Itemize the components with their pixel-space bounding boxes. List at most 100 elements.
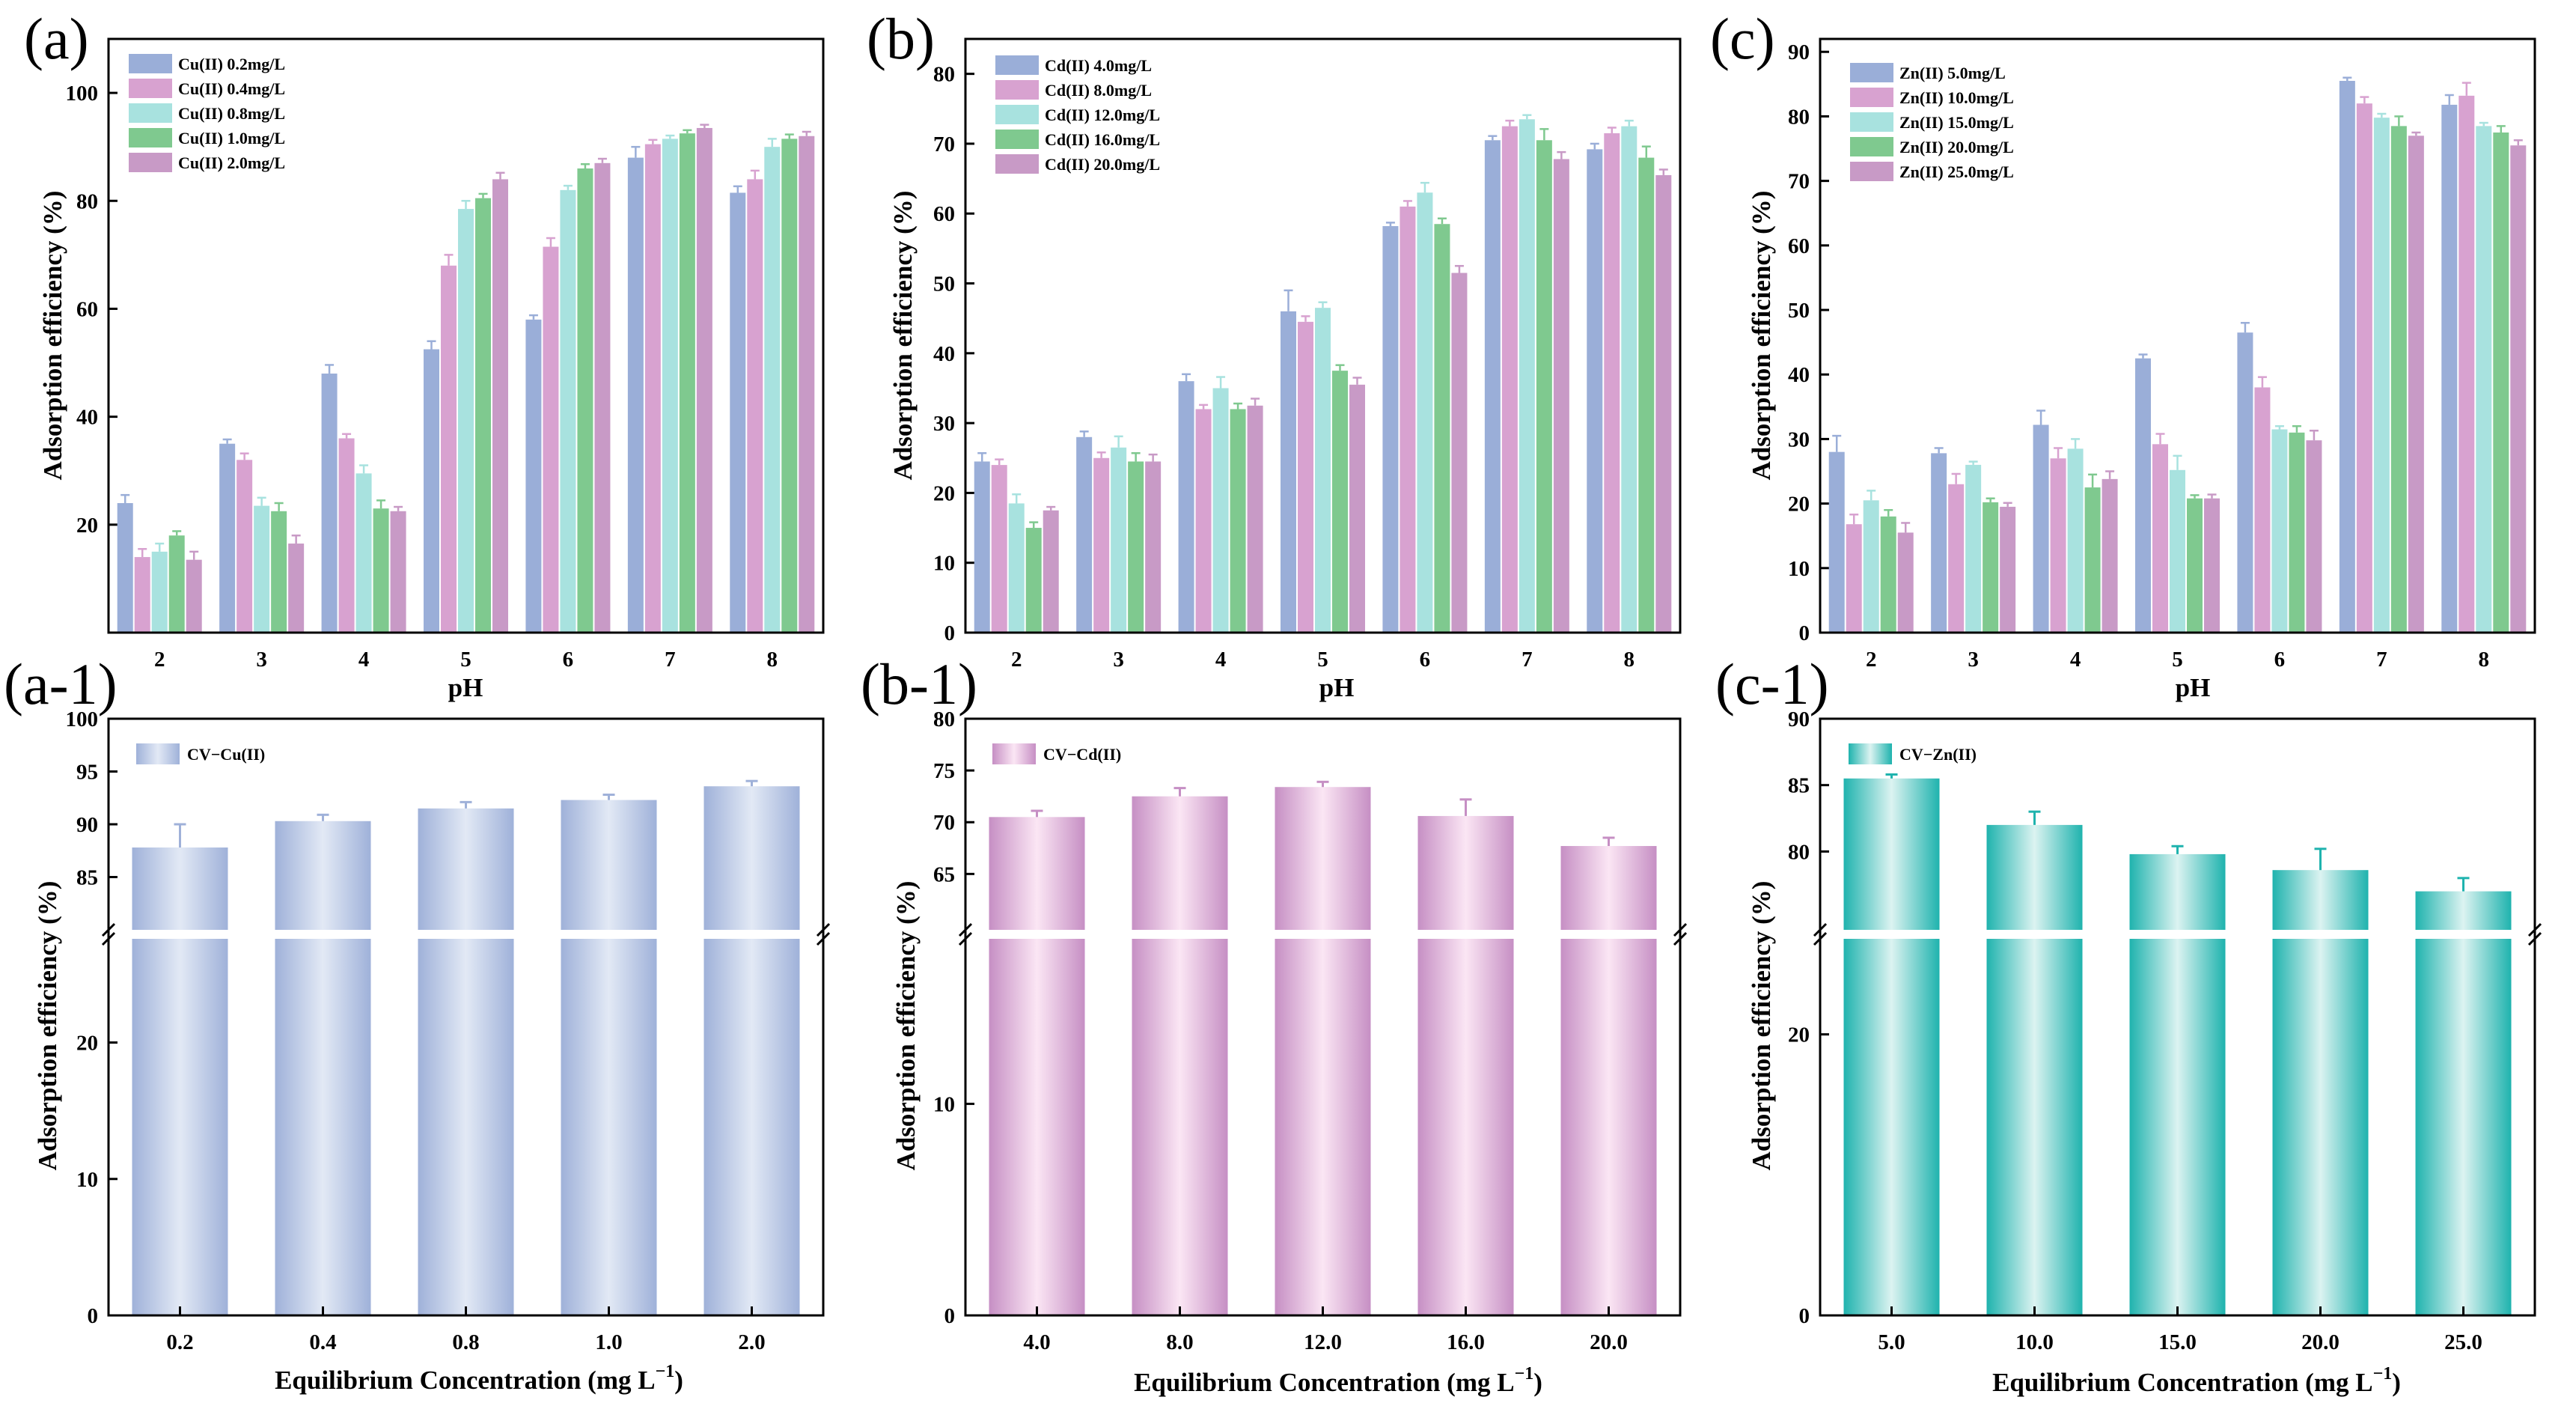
bar [1230, 409, 1246, 633]
legend-label: Cd(II) 12.0mg/L [1045, 106, 1160, 124]
bar [1315, 308, 1331, 633]
x-tick-label: 25.0 [2444, 1330, 2482, 1354]
panel-c-y-axis-title: Adsorption efficiency (%) [1747, 191, 1776, 481]
legend-label: CV−Cd(II) [1043, 745, 1121, 764]
x-axis-title-main: Equilibrium Concentration (mg L [275, 1366, 656, 1395]
bar [1349, 384, 1365, 633]
bar [1132, 796, 1228, 1315]
bar [2135, 358, 2151, 633]
bar [1195, 409, 1212, 633]
panel-c: (c) 0 10 20 30 40 50 60 70 80 90 2 3 4 5 6 7 8 Adsorptio… [1710, 6, 2536, 702]
bar [475, 198, 491, 633]
bar [373, 508, 389, 633]
y-tick-label: 40 [1788, 363, 1810, 387]
x-tick-label: 0.2 [166, 1330, 193, 1354]
legend-swatch [995, 55, 1039, 75]
bar [132, 847, 228, 1315]
x-tick-label: 7 [2376, 648, 2387, 672]
bar [1880, 516, 1896, 633]
bar [662, 139, 678, 633]
y-tick-label: 80 [1788, 105, 1810, 129]
panel-a-1-x-axis-title: Equilibrium Concentration (mg L−1) [275, 1362, 683, 1395]
y-tick-label: 20 [1788, 1023, 1810, 1047]
bar [254, 505, 270, 633]
bar [1111, 447, 1127, 633]
x-tick-label: 8.0 [1166, 1330, 1193, 1354]
bar [1843, 778, 1940, 1315]
panel-label-b-1: (b-1) [861, 651, 977, 716]
bar [1400, 206, 1416, 633]
bar [1434, 224, 1450, 633]
x-tick-label: 3 [1113, 648, 1124, 672]
bar [2306, 440, 2322, 633]
bar [1025, 528, 1042, 633]
bar [2390, 126, 2407, 633]
bar [117, 502, 133, 633]
y-tick-label: 10 [1788, 557, 1810, 581]
bar [2415, 891, 2512, 1315]
bar [1076, 436, 1093, 633]
bar [781, 139, 798, 633]
x-axis-title-end: ) [674, 1366, 683, 1395]
y-tick-label: 90 [1788, 40, 1810, 64]
y-tick-label: 0 [88, 1304, 99, 1328]
bar [1983, 502, 1999, 633]
legend-swatch [129, 128, 172, 147]
legend-swatch [1850, 162, 1893, 181]
legend-label: CV−Cu(II) [187, 745, 265, 764]
bar [134, 557, 150, 633]
bar [764, 147, 781, 633]
bar [1846, 524, 1862, 633]
x-axis-title-sup: −1 [1515, 1364, 1534, 1384]
bar [1560, 846, 1657, 1315]
axis-break-gap [964, 930, 1682, 939]
legend-swatch [1850, 88, 1893, 107]
panel-a: (a) 20 40 60 80 100 2 3 4 5 6 7 8 Adsorption effici… [24, 6, 825, 702]
legend-swatch [1850, 63, 1893, 82]
bar [1008, 503, 1025, 633]
panel-b-x-axis-title: pH [1319, 673, 1355, 702]
bar [644, 144, 661, 633]
panel-b-1-marks: 0 10 65 70 75 80 4.0 8.0 12.0 16.0 20.0 [933, 707, 1688, 1354]
bar [219, 443, 236, 633]
legend-swatch [995, 105, 1039, 124]
legend-label: Cu(II) 0.4mg/L [178, 79, 285, 98]
y-tick-label: 85 [76, 866, 98, 890]
y-tick-label: 30 [933, 412, 955, 436]
y-tick-label: 100 [66, 82, 99, 106]
bar [989, 817, 1085, 1315]
panel-b-1-frame [964, 717, 1682, 1317]
x-axis-title-main: Equilibrium Concentration (mg L [1992, 1368, 2373, 1397]
legend-label: Cu(II) 1.0mg/L [178, 129, 285, 147]
axis-break-gap [1819, 930, 2536, 939]
legend-label: Cd(II) 8.0mg/L [1045, 81, 1152, 100]
panel-c-1-frame [1819, 717, 2536, 1317]
panel-c-frame [1819, 37, 2536, 634]
bar [2510, 145, 2527, 633]
y-tick-label: 40 [933, 342, 955, 366]
y-tick-label: 65 [933, 862, 955, 886]
panel-c-1-y-axis-title: Adsorption efficiency (%) [1747, 881, 1776, 1171]
x-tick-label: 4 [358, 648, 370, 672]
y-tick-label: 20 [1788, 493, 1810, 517]
bar [561, 800, 657, 1315]
bar [1553, 159, 1569, 633]
panel-c-marks: 0 10 20 30 40 50 60 70 80 90 2 3 4 5 6 7 8 [1788, 40, 2527, 672]
axis-break-gap [107, 930, 825, 939]
x-tick-label: 6 [1420, 648, 1431, 672]
x-tick-label: 8 [1624, 648, 1635, 672]
legend-label: Cu(II) 2.0mg/L [178, 153, 285, 172]
bar [1417, 815, 1514, 1315]
bar [2129, 853, 2226, 1315]
panel-label-b: (b) [867, 6, 935, 71]
x-tick-label: 5 [2172, 648, 2183, 672]
bar [1604, 133, 1620, 633]
x-tick-label: 12.0 [1304, 1330, 1342, 1354]
bar [1178, 381, 1194, 633]
bar [2272, 870, 2369, 1315]
y-tick-label: 70 [933, 811, 955, 835]
legend-swatch [995, 154, 1039, 174]
bar [424, 349, 439, 633]
bar [2271, 429, 2288, 633]
